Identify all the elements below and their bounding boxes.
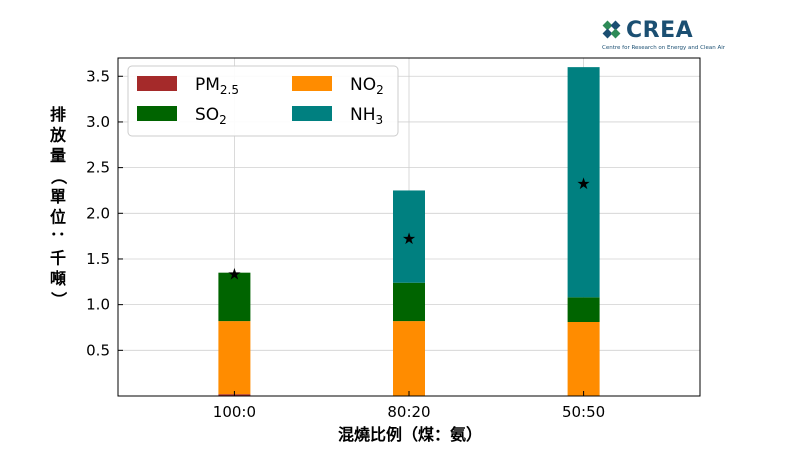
bar-so2	[218, 272, 251, 322]
bar-stacks	[218, 67, 600, 396]
y-label-char: ）	[49, 291, 68, 307]
y-label-char: 位	[50, 208, 66, 227]
y-label-char: 噸	[50, 269, 66, 288]
y-axis: 0.5 1.0 1.5 2.0 2.5 3.0 3.5	[86, 67, 123, 359]
bar-so2	[393, 282, 425, 322]
y-label-char: （	[49, 168, 68, 184]
y-label-char: 千	[50, 249, 66, 268]
x-tick-label: 100:0	[213, 403, 256, 421]
bar-no2	[567, 322, 600, 396]
x-axis-label: 混燒比例（煤：氨）	[338, 425, 482, 444]
x-axis: 100:0 80:20 50:50	[213, 391, 605, 421]
legend-swatch	[137, 106, 177, 121]
y-axis-label: 排放量 （ 單位 ： 千噸 ）	[49, 105, 68, 308]
logo-subtitle: Centre for Research on Energy and Clean …	[602, 45, 726, 51]
legend-label: SO2	[195, 105, 227, 127]
star-markers: ★ ★ ★	[227, 174, 591, 283]
star-marker: ★	[227, 265, 241, 284]
x-tick-label: 80:20	[387, 403, 430, 421]
y-label-char: 單	[50, 187, 66, 206]
crea-logo-icon	[602, 20, 621, 39]
y-tick-label: 1.5	[86, 250, 110, 268]
x-tick-label: 50:50	[562, 403, 605, 421]
bar-nh3	[393, 190, 425, 283]
y-label-char: ：	[49, 230, 68, 246]
y-tick-label: 1.0	[86, 296, 110, 314]
legend-label: NH3	[350, 105, 383, 127]
y-label-char: 排	[50, 105, 66, 124]
y-tick-label: 2.0	[86, 204, 110, 222]
y-label-char: 量	[50, 146, 66, 165]
bar-nh3	[567, 67, 600, 298]
y-tick-label: 0.5	[86, 341, 110, 359]
star-marker: ★	[576, 174, 590, 193]
y-tick-label: 3.0	[86, 113, 110, 131]
y-label-char: 放	[49, 126, 67, 145]
bar-no2	[393, 321, 425, 396]
y-tick-label: 3.5	[86, 67, 110, 85]
legend-label: NO2	[350, 75, 384, 97]
legend-swatch	[292, 106, 332, 121]
legend-swatch	[292, 76, 332, 91]
logo-wordmark: CREA	[626, 18, 694, 43]
star-marker: ★	[402, 229, 416, 248]
crea-logo: CREA Centre for Research on Energy and C…	[602, 18, 725, 58]
y-tick-label: 2.5	[86, 159, 110, 177]
bar-no2	[218, 321, 251, 395]
bar-so2	[567, 297, 600, 323]
legend-swatch	[137, 76, 177, 91]
